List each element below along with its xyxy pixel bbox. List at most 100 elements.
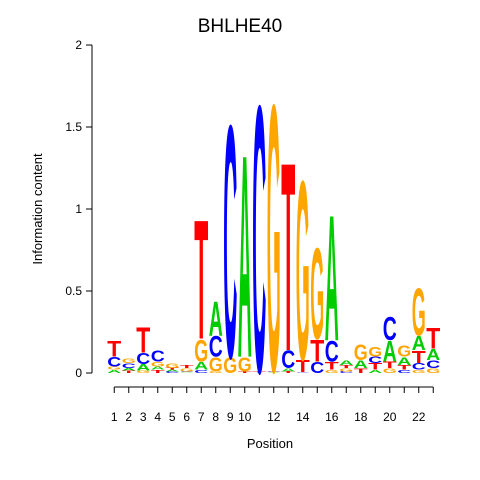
logo-letter-G: G xyxy=(238,354,252,376)
logo-letter-G: G xyxy=(267,26,281,453)
logo-letter-T: T xyxy=(354,367,369,375)
logo-letter-C: C xyxy=(209,332,223,364)
logo-letter-T: T xyxy=(165,368,179,370)
logo-letter-A: A xyxy=(339,359,354,366)
x-tick-label: 20 xyxy=(383,410,397,424)
logo-letter-C: C xyxy=(223,56,237,427)
y-tick-label: 1.5 xyxy=(65,120,82,134)
logo-letter-T: T xyxy=(325,360,339,372)
x-tick-label: 22 xyxy=(412,410,426,424)
logo-letter-A: A xyxy=(267,372,281,373)
logo-letter-G: G xyxy=(412,275,426,350)
y-tick-label: 0 xyxy=(75,366,82,380)
logo-letter-C: C xyxy=(165,371,179,373)
logo-letter-A: A xyxy=(397,356,412,368)
logo-letter-A: A xyxy=(238,94,252,419)
logo-letter-G: G xyxy=(426,367,440,374)
x-tick-label: 1 xyxy=(111,410,118,424)
logo-letter-C: C xyxy=(151,347,165,365)
logo-letter-C: C xyxy=(136,350,150,368)
x-tick-label: 9 xyxy=(227,410,234,424)
y-axis: 0 0.5 1 1.5 2 xyxy=(65,38,93,380)
logo-letter-A: A xyxy=(383,337,397,369)
x-tick-label: 2 xyxy=(125,410,132,424)
logo-letter-G: G xyxy=(296,129,310,414)
logo-letter-C: C xyxy=(281,346,295,374)
x-tick-label: 14 xyxy=(296,410,310,424)
logo-letter-C: C xyxy=(296,372,310,373)
logo-letter-T: T xyxy=(339,364,353,369)
logo-letter-C: C xyxy=(267,371,281,372)
logo-letter-T: T xyxy=(136,321,150,360)
logo-letter-A: A xyxy=(281,367,295,372)
x-axis-label: Position xyxy=(247,436,293,451)
x-tick-label: 5 xyxy=(169,410,176,424)
logo-letter-A: A xyxy=(325,179,339,380)
logo-letter-C: C xyxy=(426,359,440,371)
x-tick-label: 4 xyxy=(154,410,161,424)
logo-letter-T: T xyxy=(426,322,440,355)
logo-letter-G: G xyxy=(209,354,223,376)
logo-letter-C: C xyxy=(310,359,324,377)
logo-letter-C: C xyxy=(383,310,397,348)
x-tick-label: 8 xyxy=(212,410,219,424)
logo-letter-A: A xyxy=(180,372,194,373)
logo-letter-G: G xyxy=(368,346,382,360)
logo-letter-A: A xyxy=(412,333,426,355)
x-tick-label: 12 xyxy=(267,410,281,424)
y-tick-label: 2 xyxy=(75,38,82,52)
logo-letter-C: C xyxy=(412,362,426,372)
logo-letter-T: T xyxy=(368,361,382,371)
x-tick-label: 7 xyxy=(198,410,205,424)
logo-letter-A: A xyxy=(107,369,121,374)
logo-letter-G: G xyxy=(122,357,136,364)
logo-letter-T: T xyxy=(281,371,295,373)
logo-letter-G: G xyxy=(325,369,339,374)
logo-letter-T: T xyxy=(267,370,281,371)
logo-letter-T: T xyxy=(412,347,426,367)
chart-title: BHLHE40 xyxy=(198,16,283,37)
x-tick-label: 16 xyxy=(325,410,339,424)
logo-letter-G: G xyxy=(383,367,397,374)
logo-letter-T: T xyxy=(397,364,412,372)
logo-letter-G: G xyxy=(412,369,426,374)
logo-letter-G: G xyxy=(310,221,324,367)
logo-letter-G: G xyxy=(151,360,165,367)
logo-letter-C: C xyxy=(107,354,121,369)
logo-letter-A: A xyxy=(426,346,440,364)
logo-letter-G: G xyxy=(223,354,237,378)
logo-letter-T: T xyxy=(180,364,194,369)
logo-letter-G: G xyxy=(107,366,121,371)
logo-letter-T: T xyxy=(281,106,295,408)
logo-letter-A: A xyxy=(136,363,150,373)
logo-letter-G: G xyxy=(136,370,150,374)
logo-letter-G: G xyxy=(165,362,179,369)
logo-letter-C: C xyxy=(180,371,194,372)
logo-letter-T: T xyxy=(252,371,266,373)
logo-letter-C: C xyxy=(122,363,137,370)
logo-letter-T: T xyxy=(151,369,165,374)
logo-letter-G: G xyxy=(209,371,223,374)
logo-letter-A: A xyxy=(194,361,209,373)
logo-letter-G: G xyxy=(194,335,208,369)
y-axis-label: Information content xyxy=(30,153,45,265)
logo-letter-G: G xyxy=(180,367,194,372)
logo-letter-G: G xyxy=(339,367,353,372)
x-tick-label: 3 xyxy=(140,410,147,424)
logo-letter-T: T xyxy=(107,336,121,362)
logo-letter-T: T xyxy=(296,356,310,376)
logo-letter-A: A xyxy=(151,366,165,371)
x-tick-label: 6 xyxy=(183,410,190,424)
logo-letter-T: T xyxy=(122,370,136,374)
logo-letter-C: C xyxy=(397,369,411,374)
logo-letter-C: C xyxy=(252,27,266,454)
x-tick-label: 18 xyxy=(354,410,368,424)
logo-letter-G: G xyxy=(397,343,411,361)
x-tick-label: 10 xyxy=(238,410,252,424)
logo-letter-C: C xyxy=(368,355,382,365)
x-axis: 1 2 3 4 5 6 7 8 9 10 12 14 16 18 20 22 xyxy=(111,386,434,424)
logo-letter-A: A xyxy=(209,291,223,346)
logo-letter-A: A xyxy=(165,369,179,371)
